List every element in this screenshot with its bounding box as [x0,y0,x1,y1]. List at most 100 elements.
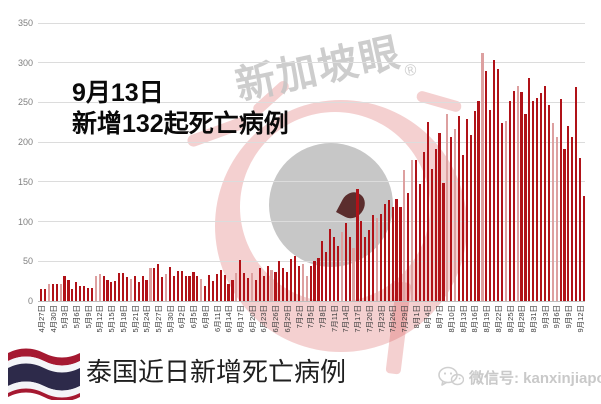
bar [461,154,465,301]
x-axis-tick-label: 5月15日 [107,305,117,333]
x-axis-tick-label: 7月2日 [294,305,304,329]
bar [336,246,340,301]
gridline [38,62,585,64]
bar [317,258,320,301]
bar [235,273,238,301]
gridline [38,221,585,223]
bar [500,123,504,301]
x-axis-tick-label: 6月2日 [177,305,187,329]
x-axis-tick-label: 5月3日 [60,305,70,329]
bar [40,289,43,301]
annotation-date: 9月13日 [72,79,164,107]
bar [47,284,50,301]
bar [86,287,90,301]
x-axis-tick-label: 6月17日 [236,305,245,333]
x-axis-tick-label: 4月27日 [36,305,46,333]
bar [477,100,480,301]
bar [286,272,289,301]
x-axis-tick-label: 7月17日 [353,305,363,333]
gridline [38,260,585,262]
bar [75,281,78,301]
bar [282,267,285,301]
x-axis-tick-label: 5月30日 [165,305,175,333]
bar [497,69,500,301]
bar [395,198,398,301]
bar [71,289,74,301]
bar [114,281,117,301]
wechat-info: 微信号: kanxinjiapo [438,366,601,388]
bar [133,275,136,301]
bar [446,114,449,301]
bar [98,273,101,301]
bar [43,289,47,301]
x-axis-tick-label: 6月11日 [212,305,222,332]
bar [254,279,258,301]
bar [379,214,382,301]
bar [559,99,562,301]
x-axis-tick-label: 5月21日 [130,305,140,333]
bar [340,231,343,301]
x-axis-tick-label: 6月23日 [259,305,269,333]
bar [372,215,375,301]
bar [473,111,476,301]
bar [270,270,273,301]
bar [352,247,355,301]
y-axis-tick-label: 350 [17,18,33,28]
watermark-eye-swirl-icon [336,188,369,223]
bar [313,261,316,301]
bar [231,280,234,301]
bar [422,151,425,301]
x-axis-tick-label: 8月10日 [446,305,456,333]
bar [289,258,293,301]
x-axis-tick-label: 7月11日 [329,305,339,332]
bar [489,110,492,301]
wechat-icon [438,366,464,386]
bar [465,119,468,301]
bar [223,274,226,301]
bar [520,92,523,301]
bar [106,279,109,301]
bar [192,271,195,301]
bar [493,60,496,301]
bar [450,136,453,301]
bar [536,97,539,301]
bar [348,237,351,301]
bar [368,230,371,301]
bar [305,275,308,301]
bar [176,270,179,301]
bar [563,149,566,301]
bar [180,270,183,301]
bar [215,273,218,301]
bar [387,200,390,301]
bar [454,129,457,301]
bar [200,278,203,301]
bar [79,285,82,301]
bar [161,277,164,301]
x-axis-tick-label: 7月29日 [400,305,410,333]
gridline [38,300,585,302]
bar [391,207,394,301]
bar [219,270,222,301]
bar [125,277,129,301]
bar [204,285,207,301]
bar [528,77,531,301]
x-axis-tick-label: 7月20日 [364,305,374,333]
bar [344,223,347,301]
bar [250,273,254,301]
bar [555,136,558,301]
x-axis-tick-label: 8月4日 [423,305,433,329]
bar [469,134,472,301]
y-axis-tick-label: 200 [17,137,33,148]
x-axis-tick-label: 8月1日 [411,305,421,329]
bar [266,266,269,301]
y-axis-tick-label: 0 [27,296,33,306]
bar [309,266,312,301]
bar [118,273,121,301]
bar [582,196,586,301]
x-axis-tick-label: 8月31日 [528,305,538,333]
bar [543,85,547,301]
x-axis-tick-label: 6月26日 [271,305,281,333]
x-axis-tick-label: 5月6日 [71,305,81,329]
gridline [38,101,585,103]
bar [418,184,422,301]
